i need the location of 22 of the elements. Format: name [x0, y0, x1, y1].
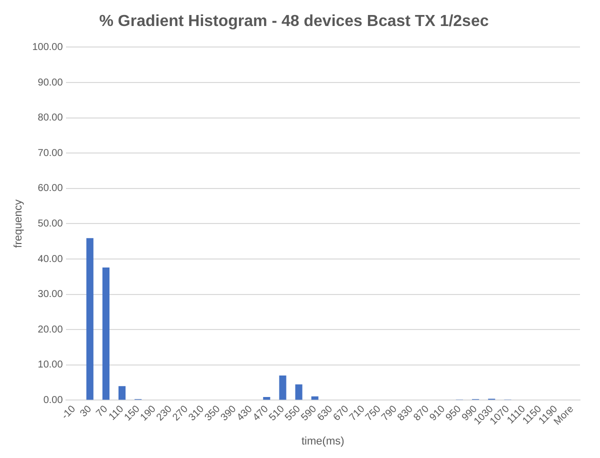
x-tick-label: -10 — [60, 403, 78, 422]
y-tick-label: 60.00 — [38, 183, 64, 194]
y-tick-label: 80.00 — [38, 112, 64, 124]
bar — [279, 375, 286, 400]
y-tick-label: 30.00 — [38, 289, 64, 300]
y-tick-label: 0.00 — [43, 394, 64, 406]
y-tick-label: 40.00 — [38, 254, 64, 265]
y-axis-title: frequency — [12, 199, 25, 248]
bar — [295, 384, 302, 400]
bar — [263, 397, 270, 400]
y-tick-label: 10.00 — [38, 360, 64, 371]
x-axis-title: time(ms) — [302, 435, 344, 448]
bar — [86, 238, 94, 400]
x-tick-label: 30 — [78, 403, 94, 420]
bar — [118, 386, 126, 400]
bar — [102, 267, 110, 400]
y-tick-label: 100.00 — [32, 42, 64, 53]
chart-title: % Gradient Histogram - 48 devices Bcast TX 1/2sec — [99, 13, 489, 30]
y-tick-label: 50.00 — [38, 218, 64, 230]
y-tick-label: 70.00 — [38, 148, 64, 159]
y-tick-label: 90.00 — [38, 77, 64, 88]
y-tick-label: 20.00 — [38, 324, 64, 336]
